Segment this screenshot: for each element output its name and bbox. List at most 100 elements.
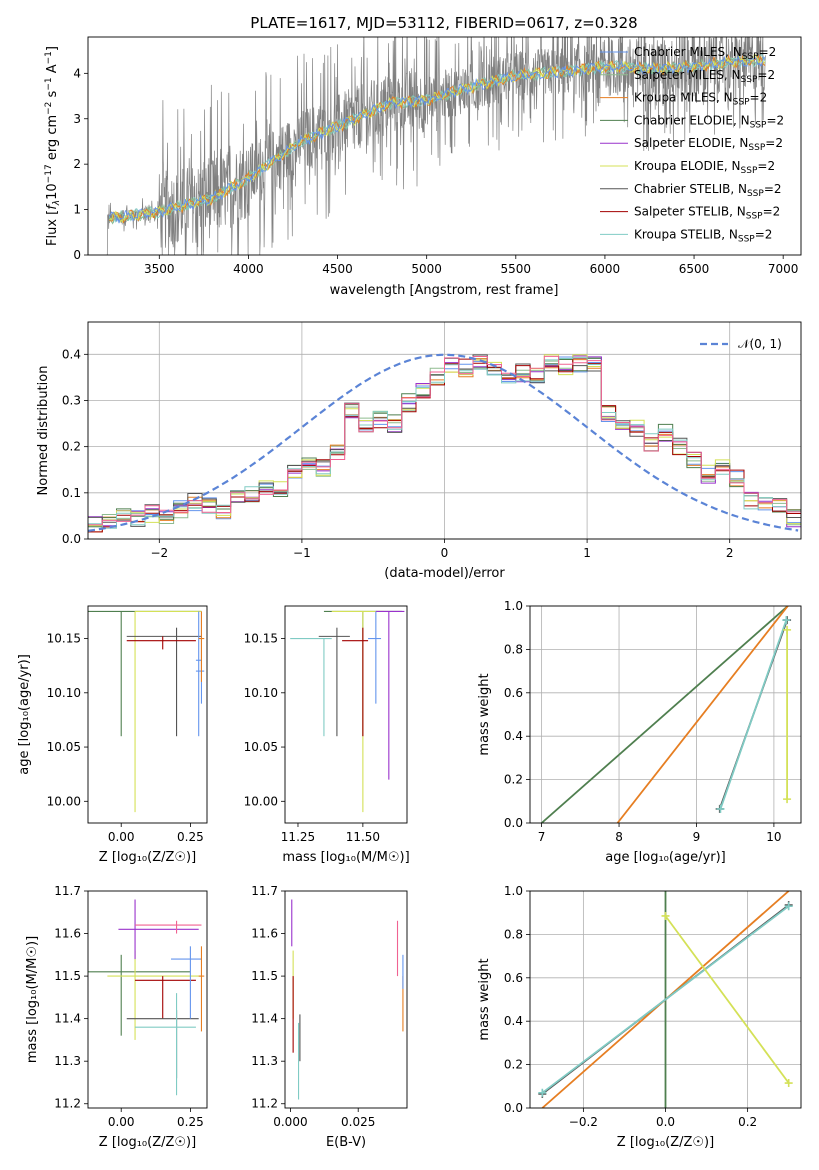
legend-label: Chabrier STELIB, NSSP=2 bbox=[634, 182, 782, 199]
series-line bbox=[541, 606, 789, 823]
y-tick-label: 1.0 bbox=[504, 884, 523, 898]
data-point-marker bbox=[783, 795, 792, 804]
x-tick-label: 0.25 bbox=[177, 830, 204, 844]
x-tick-label: 0.2 bbox=[738, 1115, 757, 1129]
y-tick-label: 10.05 bbox=[47, 740, 81, 754]
histogram-step bbox=[88, 355, 801, 526]
x-tick-label: −1 bbox=[293, 546, 311, 560]
x-axis-label: Z [log₁₀(Z/Z☉)] bbox=[617, 1135, 714, 1150]
x-tick-label: 6000 bbox=[590, 262, 621, 276]
plot-area bbox=[541, 606, 789, 823]
x-tick-label: 3500 bbox=[144, 262, 175, 276]
x-tick-label: 0.000 bbox=[273, 1115, 307, 1129]
x-tick-label: 7 bbox=[538, 830, 546, 844]
y-tick-label: 0.8 bbox=[504, 927, 523, 941]
panel-spectrum: 3500 4000 4500 5000 5500 6000 6500 7000 0 1 2 3 4 Cha… bbox=[44, 36, 802, 298]
axes-frame bbox=[284, 605, 408, 824]
x-axis-label: Z [log₁₀(Z/Z☉)] bbox=[99, 850, 196, 865]
legend-label: Kroupa ELODIE, NSSP=2 bbox=[634, 159, 775, 176]
y-axis-label: mass [log₁₀(M/M☉)] bbox=[25, 936, 40, 1063]
legend-label: Salpeter ELODIE, NSSP=2 bbox=[634, 136, 783, 153]
legend-label: 𝒩(0, 1) bbox=[738, 337, 782, 351]
legend-label: Chabrier ELODIE, NSSP=2 bbox=[634, 113, 784, 130]
y-tick-label: 11.4 bbox=[251, 1012, 278, 1026]
y-tick-label: 0.1 bbox=[62, 486, 81, 500]
x-tick-label: 0.0 bbox=[656, 1115, 675, 1129]
data-point-marker bbox=[784, 902, 793, 911]
panel-mass_weight_vs_age: 7 8 9 10 0.0 0.2 0.4 0.6 0.8 1.0 age [log₁₀(age/yr… bbox=[477, 599, 802, 865]
x-tick-label: 4500 bbox=[322, 262, 353, 276]
panel-age_vs_mass: 11.25 11.50 10.00 10.05 10.10 10.15 mass [log₁… bbox=[244, 605, 410, 865]
y-tick-label: 3 bbox=[73, 112, 81, 126]
x-tick-label: 10 bbox=[766, 830, 781, 844]
y-tick-label: 0.2 bbox=[62, 440, 81, 454]
y-tick-label: 11.3 bbox=[54, 1054, 81, 1068]
y-tick-label: 1.0 bbox=[504, 599, 523, 613]
legend-label: Salpeter MILES, NSSP=2 bbox=[634, 68, 775, 85]
y-tick-label: 0.4 bbox=[62, 347, 81, 361]
y-tick-label: 11.7 bbox=[251, 884, 278, 898]
y-tick-label: 11.5 bbox=[251, 969, 278, 983]
y-tick-label: 0.4 bbox=[504, 729, 523, 743]
x-tick-label: 9 bbox=[693, 830, 701, 844]
x-tick-label: 0 bbox=[441, 546, 449, 560]
panel-age_vs_Z: 0.00 0.25 10.00 10.05 10.10 10.15 Z [log₁₀(Z/Z… bbox=[17, 605, 208, 865]
y-tick-label: 0.2 bbox=[504, 1058, 523, 1072]
y-tick-label: 0.2 bbox=[504, 773, 523, 787]
plot-area bbox=[291, 899, 404, 1100]
x-tick-label: 11.25 bbox=[281, 830, 315, 844]
y-tick-label: 2 bbox=[73, 157, 81, 171]
x-tick-label: 1 bbox=[583, 546, 591, 560]
y-tick-label: 11.7 bbox=[54, 884, 81, 898]
panel-mass_vs_ebv: 0.000 0.025 11.2 11.3 11.4 11.5 11.6 11.7 E(B-V) bbox=[251, 884, 408, 1150]
y-tick-label: 4 bbox=[73, 66, 81, 80]
y-tick-label: 10.15 bbox=[244, 632, 278, 646]
x-tick-label: 7000 bbox=[768, 262, 799, 276]
y-tick-label: 10.10 bbox=[244, 686, 278, 700]
legend-label: Salpeter STELIB, NSSP=2 bbox=[634, 205, 780, 222]
normal-curve bbox=[88, 353, 799, 532]
plot-area bbox=[541, 891, 790, 1108]
x-axis-label: wavelength [Angstrom, rest frame] bbox=[330, 283, 559, 298]
x-tick-label: 8 bbox=[615, 830, 623, 844]
spectrum-model-line bbox=[109, 55, 766, 224]
series-line bbox=[616, 606, 789, 823]
y-axis-label: mass weight bbox=[477, 958, 492, 1040]
y-tick-label: 1 bbox=[73, 203, 81, 217]
x-axis-label: mass [log₁₀(M/M☉)] bbox=[282, 850, 409, 865]
y-tick-label: 11.6 bbox=[54, 927, 81, 941]
x-tick-label: 2 bbox=[726, 546, 734, 560]
y-tick-label: 10.00 bbox=[47, 794, 81, 808]
y-tick-label: 0.3 bbox=[62, 393, 81, 407]
series-line bbox=[719, 619, 788, 810]
y-tick-label: 0.6 bbox=[504, 686, 523, 700]
panel-residuals: −2 −1 0 1 2 0.0 0.1 0.2 0.3 0.4 𝒩(0, 1) (data-model… bbox=[36, 321, 802, 581]
series-line bbox=[541, 905, 790, 1094]
figure-title: PLATE=1617, MJD=53112, FIBERID=0617, z=0… bbox=[250, 14, 637, 32]
x-tick-label: −2 bbox=[150, 546, 168, 560]
plot-area bbox=[290, 610, 405, 813]
legend-label: Kroupa STELIB, NSSP=2 bbox=[634, 227, 772, 244]
y-tick-label: 10.00 bbox=[244, 794, 278, 808]
axes-frame bbox=[87, 321, 802, 540]
y-tick-label: 0.0 bbox=[62, 532, 81, 546]
plot-area bbox=[88, 610, 205, 813]
data-point-marker bbox=[784, 1079, 793, 1088]
x-axis-label: E(B-V) bbox=[326, 1135, 366, 1150]
x-tick-label: −0.2 bbox=[569, 1115, 598, 1129]
x-tick-label: 6500 bbox=[679, 262, 710, 276]
x-tick-label: 0.00 bbox=[108, 830, 135, 844]
y-tick-label: 0.6 bbox=[504, 971, 523, 985]
y-axis-label: Normed distribution bbox=[36, 366, 51, 496]
plot-area bbox=[105, 37, 766, 255]
y-axis-label: Flux [fλ10−17 erg cm−2 s−1 A−1] bbox=[44, 46, 62, 246]
data-point-marker bbox=[782, 616, 791, 625]
x-tick-label: 4000 bbox=[233, 262, 264, 276]
y-tick-label: 11.2 bbox=[251, 1097, 278, 1111]
y-axis-label: mass weight bbox=[477, 673, 492, 755]
x-tick-label: 0.00 bbox=[108, 1115, 135, 1129]
panel-mass_weight_vs_Z: −0.2 0.0 0.2 0.0 0.2 0.4 0.6 0.8 1.0 Z [log₁₀(Z/Z… bbox=[477, 884, 802, 1150]
y-tick-label: 0.4 bbox=[504, 1014, 523, 1028]
axes-frame bbox=[529, 605, 802, 824]
